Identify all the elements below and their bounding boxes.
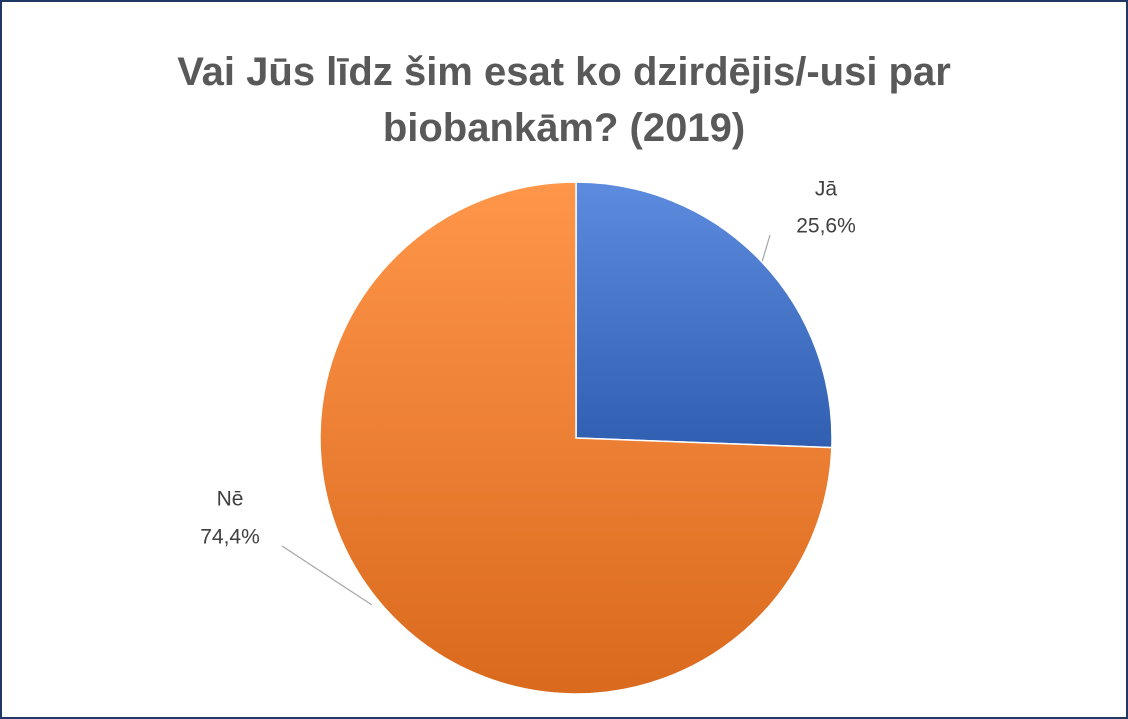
- leader-line: [761, 234, 771, 263]
- pie-slice: [319, 181, 833, 695]
- chart-title: Vai Jūs līdz šim esat ko dzirdējis/-usi …: [177, 50, 951, 150]
- category-label: Nē: [217, 488, 244, 511]
- category-label: Jā: [815, 178, 838, 201]
- value-label: 74,4%: [200, 526, 260, 549]
- value-label: 25,6%: [796, 215, 856, 238]
- pie-slice: [575, 181, 833, 449]
- leader-line: [281, 545, 373, 606]
